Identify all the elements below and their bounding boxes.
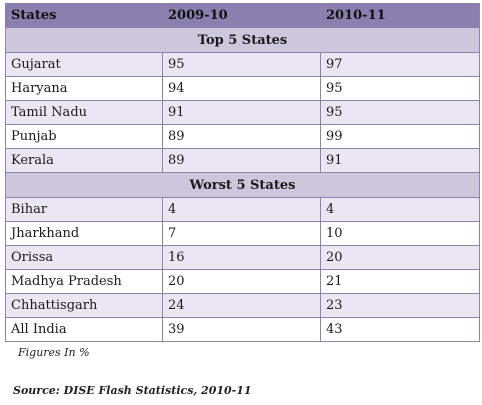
cell-2009-10: 91 [162,100,321,125]
section-label-top: Top 5 States [5,27,480,53]
section-row-worst: Worst 5 States [5,172,480,198]
table-row: Tamil Nadu 91 95 [5,100,480,125]
cell-state: Orissa [5,245,163,270]
table-row: Bihar 4 4 [5,197,480,222]
cell-2010-11: 10 [320,221,480,246]
cell-2010-11: 4 [320,197,480,222]
section-label-worst: Worst 5 States [5,172,480,198]
cell-state: Jharkhand [5,221,163,246]
cell-2009-10: 89 [162,124,321,149]
table-row: Orissa 16 20 [5,245,480,270]
table-row: Haryana 94 95 [5,76,480,101]
table-header-row: States 2009-10 2010-11 [5,3,480,28]
table-row: Punjab 89 99 [5,124,480,149]
header-states: States [5,3,163,28]
cell-state: Haryana [5,76,163,101]
header-2009-10: 2009-10 [162,3,321,28]
cell-2009-10: 39 [162,317,321,342]
cell-2009-10: 24 [162,293,321,318]
cell-state: Bihar [5,197,163,222]
cell-2010-11: 99 [320,124,480,149]
cell-2010-11: 95 [320,100,480,125]
cell-2009-10: 16 [162,245,321,270]
cell-2010-11: 97 [320,52,480,77]
cell-2009-10: 89 [162,148,321,173]
cell-2009-10: 95 [162,52,321,77]
cell-2010-11: 91 [320,148,480,173]
cell-state: Gujarat [5,52,163,77]
cell-2010-11: 95 [320,76,480,101]
cell-2010-11: 43 [320,317,480,342]
cell-2010-11: 21 [320,269,480,294]
table-row: Gujarat 95 97 [5,52,480,77]
table-row: All India 39 43 [5,317,480,342]
cell-state: Madhya Pradesh [5,269,163,294]
table-row: Chhattisgarh 24 23 [5,293,480,318]
cell-2009-10: 7 [162,221,321,246]
cell-state: Punjab [5,124,163,149]
table-row: Jharkhand 7 10 [5,221,480,246]
figures-unit-note: Figures In % [18,346,90,359]
cell-2009-10: 94 [162,76,321,101]
cell-2010-11: 23 [320,293,480,318]
header-2010-11: 2010-11 [320,3,480,28]
section-row-top: Top 5 States [5,27,480,53]
cell-state: Chhattisgarh [5,293,163,318]
cell-state: All India [5,317,163,342]
cell-2009-10: 4 [162,197,321,222]
cell-state: Kerala [5,148,163,173]
source-citation: Source: DISE Flash Statistics, 2010-11 [13,384,252,397]
states-statistics-table: States 2009-10 2010-11 Top 5 States Guja… [5,3,480,342]
table-row: Madhya Pradesh 20 21 [5,269,480,294]
table-row: Kerala 89 91 [5,148,480,173]
cell-state: Tamil Nadu [5,100,163,125]
cell-2009-10: 20 [162,269,321,294]
cell-2010-11: 20 [320,245,480,270]
